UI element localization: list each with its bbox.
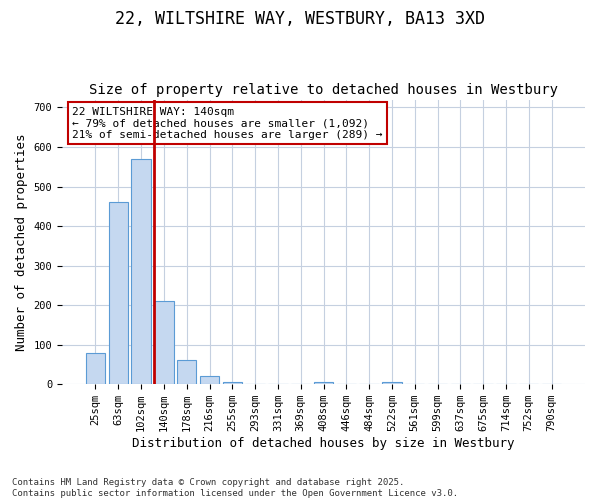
Text: 22, WILTSHIRE WAY, WESTBURY, BA13 3XD: 22, WILTSHIRE WAY, WESTBURY, BA13 3XD <box>115 10 485 28</box>
Bar <box>109 202 128 384</box>
Bar <box>223 382 242 384</box>
Bar <box>382 382 401 384</box>
Bar <box>154 301 173 384</box>
X-axis label: Distribution of detached houses by size in Westbury: Distribution of detached houses by size … <box>132 437 515 450</box>
Text: Contains HM Land Registry data © Crown copyright and database right 2025.
Contai: Contains HM Land Registry data © Crown c… <box>12 478 458 498</box>
Bar <box>200 376 219 384</box>
Bar <box>131 159 151 384</box>
Title: Size of property relative to detached houses in Westbury: Size of property relative to detached ho… <box>89 83 558 97</box>
Bar <box>177 360 196 384</box>
Bar <box>314 382 333 384</box>
Bar <box>86 352 105 384</box>
Text: 22 WILTSHIRE WAY: 140sqm
← 79% of detached houses are smaller (1,092)
21% of sem: 22 WILTSHIRE WAY: 140sqm ← 79% of detach… <box>73 106 383 140</box>
Y-axis label: Number of detached properties: Number of detached properties <box>15 133 28 350</box>
